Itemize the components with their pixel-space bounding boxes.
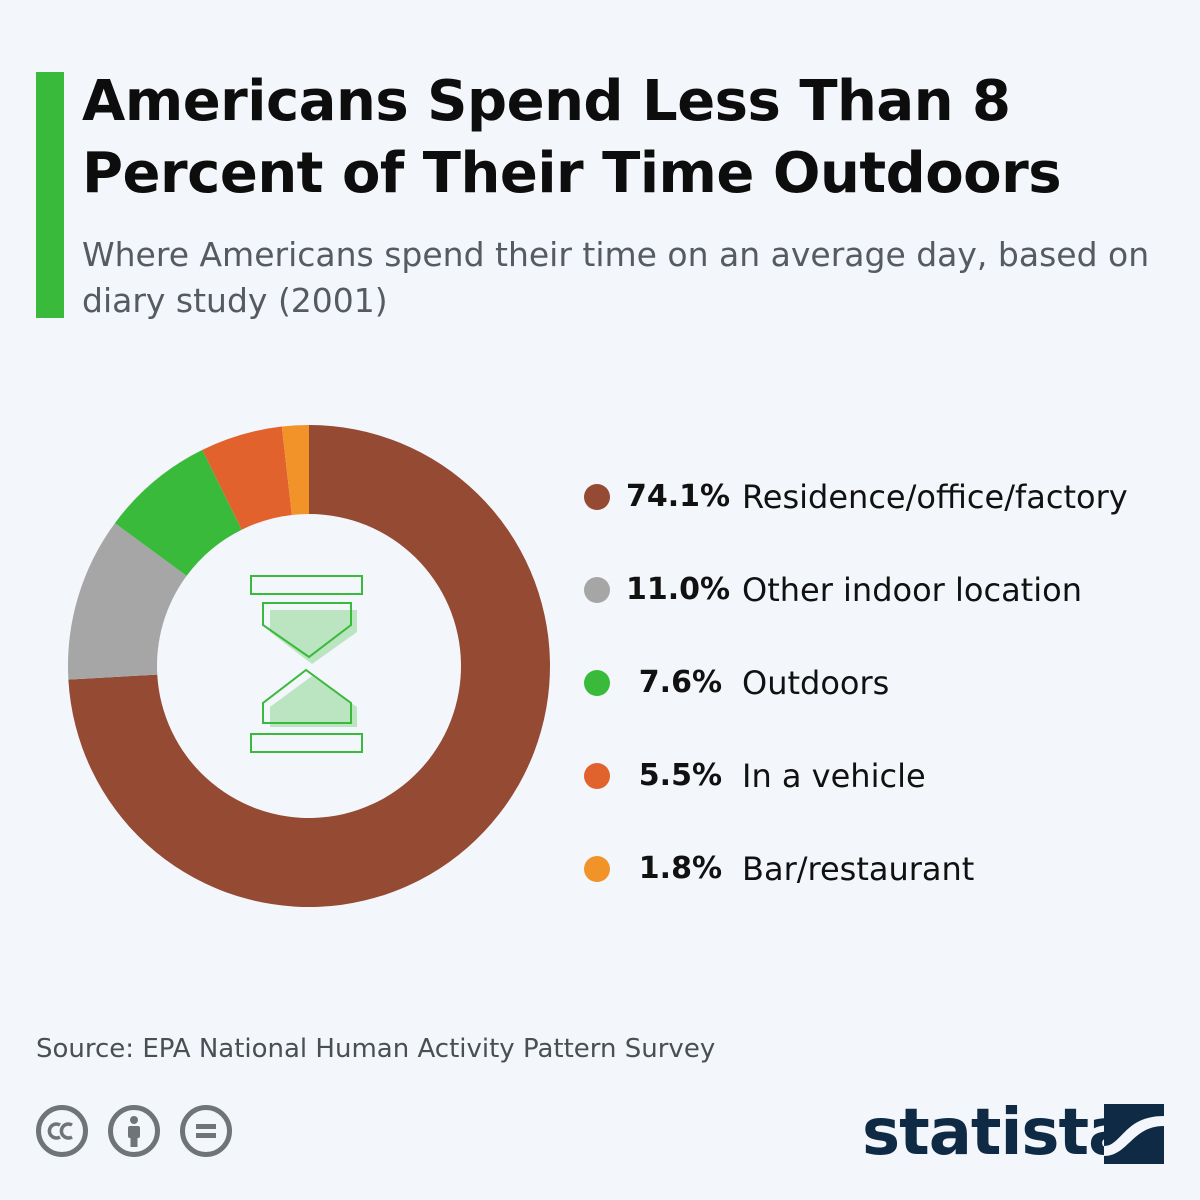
source-note: Source: EPA National Human Activity Patt… <box>36 1034 716 1064</box>
legend-value: 11.0% <box>626 572 731 607</box>
legend-label: Other indoor location <box>742 570 1082 609</box>
legend-label: In a vehicle <box>742 756 926 795</box>
donut-slice <box>202 426 292 530</box>
legend-value: 1.8% <box>638 851 722 886</box>
legend-dot <box>584 669 610 696</box>
legend-dot <box>584 762 610 789</box>
donut-slice <box>114 449 242 576</box>
statista-logo-text: statista <box>862 1096 1131 1170</box>
legend-item: 11.0% Other indoor location <box>580 543 1180 636</box>
legend-dot <box>584 576 610 603</box>
legend-item: 74.1% Residence/office/factory <box>580 450 1180 543</box>
attribution-icon[interactable] <box>108 1105 160 1157</box>
legend-value: 7.6% <box>638 665 722 700</box>
chart-title: Americans Spend Less Than 8 Percent of T… <box>82 69 1062 206</box>
donut-slice <box>67 523 187 680</box>
legend-value: 74.1% <box>626 479 731 514</box>
legend-item: 5.5% In a vehicle <box>580 729 1180 822</box>
legend-label: Bar/restaurant <box>742 849 975 888</box>
cc-icon[interactable] <box>36 1105 88 1157</box>
legend-label: Outdoors <box>742 663 890 702</box>
legend-dot <box>584 483 610 510</box>
title-accent-bar <box>36 72 64 318</box>
donut-chart <box>67 425 551 908</box>
chart-subtitle: Where Americans spend their time on an a… <box>82 235 1150 320</box>
chart-legend: 74.1% Residence/office/factory 11.0% Oth… <box>580 450 1180 915</box>
legend-item: 1.8% Bar/restaurant <box>580 822 1180 915</box>
hourglass-icon <box>250 575 363 753</box>
donut-slice <box>68 425 551 908</box>
statista-logo-icon <box>1104 1104 1164 1164</box>
legend-item: 7.6% Outdoors <box>580 636 1180 729</box>
donut-slice <box>281 425 309 515</box>
legend-label: Residence/office/factory <box>742 477 1128 516</box>
legend-value: 5.5% <box>638 758 722 793</box>
no-derivatives-icon[interactable] <box>180 1105 232 1157</box>
legend-dot <box>584 855 610 882</box>
